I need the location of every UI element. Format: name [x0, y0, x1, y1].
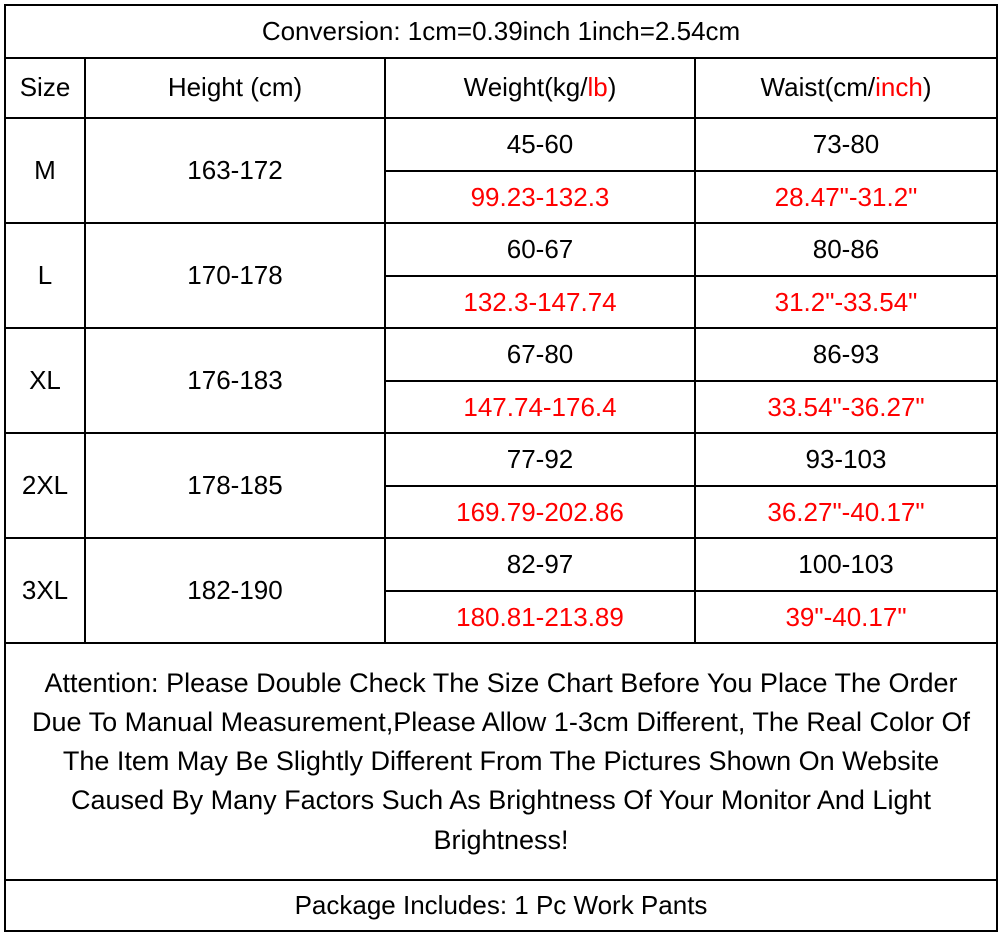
header-waist: Waist(cm/inch): [695, 58, 997, 119]
waist-in-cell: 33.54"-36.27": [695, 381, 997, 434]
waist-cm-cell: 80-86: [695, 223, 997, 276]
height-cell: 178-185: [85, 433, 385, 538]
size-cell: 3XL: [5, 538, 85, 643]
waist-cm-cell: 86-93: [695, 328, 997, 381]
package-text: Package Includes: 1 Pc Work Pants: [5, 880, 997, 931]
weight-kg-cell: 82-97: [385, 538, 695, 591]
header-height: Height (cm): [85, 58, 385, 119]
header-weight: Weight(kg/lb): [385, 58, 695, 119]
size-cell: XL: [5, 328, 85, 433]
size-cell: L: [5, 223, 85, 328]
height-cell: 170-178: [85, 223, 385, 328]
weight-kg-cell: 45-60: [385, 118, 695, 171]
weight-lb-cell: 132.3-147.74: [385, 276, 695, 329]
waist-in-cell: 39"-40.17": [695, 591, 997, 644]
waist-in-cell: 28.47"-31.2": [695, 171, 997, 224]
header-waist-unit-red: inch: [875, 72, 923, 102]
header-size: Size: [5, 58, 85, 119]
conversion-row: Conversion: 1cm=0.39inch 1inch=2.54cm: [5, 5, 997, 58]
height-cell: 176-183: [85, 328, 385, 433]
weight-lb-cell: 147.74-176.4: [385, 381, 695, 434]
header-weight-suffix: ): [608, 72, 617, 102]
waist-cm-cell: 73-80: [695, 118, 997, 171]
attention-text: Attention: Please Double Check The Size …: [5, 643, 997, 880]
weight-lb-cell: 99.23-132.3: [385, 171, 695, 224]
header-weight-prefix: Weight(kg/: [464, 72, 588, 102]
size-chart-table: Conversion: 1cm=0.39inch 1inch=2.54cm Si…: [4, 4, 998, 932]
weight-kg-cell: 67-80: [385, 328, 695, 381]
weight-lb-cell: 180.81-213.89: [385, 591, 695, 644]
header-weight-unit-red: lb: [587, 72, 607, 102]
header-waist-suffix: ): [923, 72, 932, 102]
weight-kg-cell: 60-67: [385, 223, 695, 276]
waist-cm-cell: 93-103: [695, 433, 997, 486]
height-cell: 163-172: [85, 118, 385, 223]
size-cell: 2XL: [5, 433, 85, 538]
size-cell: M: [5, 118, 85, 223]
waist-in-cell: 36.27"-40.17": [695, 486, 997, 539]
height-cell: 182-190: [85, 538, 385, 643]
header-waist-prefix: Waist(cm/: [761, 72, 876, 102]
weight-lb-cell: 169.79-202.86: [385, 486, 695, 539]
waist-in-cell: 31.2"-33.54": [695, 276, 997, 329]
waist-cm-cell: 100-103: [695, 538, 997, 591]
weight-kg-cell: 77-92: [385, 433, 695, 486]
